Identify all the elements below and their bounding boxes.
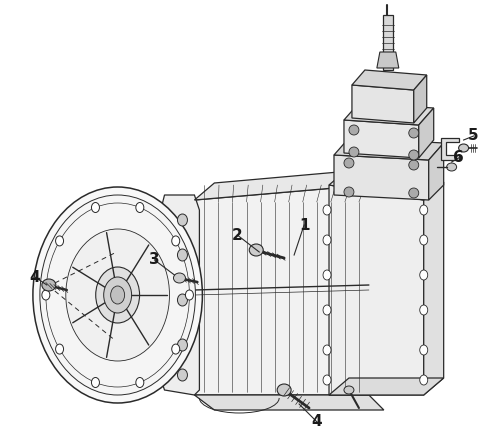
Ellipse shape bbox=[323, 205, 331, 215]
Ellipse shape bbox=[323, 235, 331, 245]
Polygon shape bbox=[344, 120, 419, 158]
Ellipse shape bbox=[92, 377, 99, 388]
Ellipse shape bbox=[420, 235, 428, 245]
Ellipse shape bbox=[92, 202, 99, 213]
Ellipse shape bbox=[323, 375, 331, 385]
Ellipse shape bbox=[409, 188, 419, 198]
Text: 4: 4 bbox=[30, 269, 40, 284]
Ellipse shape bbox=[420, 205, 428, 215]
Ellipse shape bbox=[344, 386, 354, 394]
Ellipse shape bbox=[178, 369, 187, 381]
Ellipse shape bbox=[349, 147, 359, 157]
Ellipse shape bbox=[136, 377, 144, 388]
Ellipse shape bbox=[349, 125, 359, 135]
Ellipse shape bbox=[420, 305, 428, 315]
Polygon shape bbox=[344, 103, 434, 125]
Ellipse shape bbox=[33, 187, 203, 403]
Polygon shape bbox=[155, 195, 199, 395]
Text: 6: 6 bbox=[453, 150, 464, 165]
Ellipse shape bbox=[111, 286, 125, 304]
Ellipse shape bbox=[420, 375, 428, 385]
Ellipse shape bbox=[323, 345, 331, 355]
Polygon shape bbox=[383, 15, 393, 70]
Ellipse shape bbox=[178, 294, 187, 306]
Text: 2: 2 bbox=[232, 228, 243, 243]
Ellipse shape bbox=[104, 277, 132, 313]
Text: 4: 4 bbox=[312, 415, 323, 430]
Polygon shape bbox=[329, 168, 444, 200]
Ellipse shape bbox=[344, 187, 354, 197]
Polygon shape bbox=[194, 185, 369, 395]
Ellipse shape bbox=[172, 344, 180, 354]
Polygon shape bbox=[352, 85, 414, 123]
Ellipse shape bbox=[420, 345, 428, 355]
Polygon shape bbox=[441, 138, 458, 160]
Polygon shape bbox=[194, 168, 384, 200]
Polygon shape bbox=[352, 70, 427, 90]
Ellipse shape bbox=[323, 305, 331, 315]
Ellipse shape bbox=[249, 244, 263, 256]
Ellipse shape bbox=[173, 273, 185, 283]
Ellipse shape bbox=[42, 290, 50, 300]
Ellipse shape bbox=[42, 279, 56, 291]
Ellipse shape bbox=[66, 229, 169, 361]
Ellipse shape bbox=[323, 270, 331, 280]
Ellipse shape bbox=[447, 163, 456, 171]
Polygon shape bbox=[414, 75, 427, 123]
Ellipse shape bbox=[178, 249, 187, 261]
Ellipse shape bbox=[185, 290, 193, 300]
Text: 3: 3 bbox=[149, 253, 160, 268]
Text: 1: 1 bbox=[299, 217, 309, 232]
Ellipse shape bbox=[40, 195, 195, 395]
Ellipse shape bbox=[420, 270, 428, 280]
Polygon shape bbox=[329, 185, 424, 395]
Ellipse shape bbox=[136, 202, 144, 213]
Ellipse shape bbox=[172, 236, 180, 246]
Polygon shape bbox=[419, 108, 434, 158]
Ellipse shape bbox=[56, 236, 63, 246]
Ellipse shape bbox=[277, 384, 291, 396]
Ellipse shape bbox=[409, 128, 419, 138]
Ellipse shape bbox=[56, 344, 63, 354]
Ellipse shape bbox=[458, 144, 468, 152]
Polygon shape bbox=[329, 378, 444, 395]
Polygon shape bbox=[334, 138, 444, 160]
Polygon shape bbox=[424, 182, 444, 395]
Polygon shape bbox=[194, 395, 384, 410]
Ellipse shape bbox=[96, 267, 140, 323]
Ellipse shape bbox=[178, 339, 187, 351]
Ellipse shape bbox=[178, 214, 187, 226]
Ellipse shape bbox=[409, 150, 419, 160]
Ellipse shape bbox=[344, 158, 354, 168]
Ellipse shape bbox=[409, 160, 419, 170]
Text: 5: 5 bbox=[468, 128, 479, 143]
Polygon shape bbox=[429, 143, 444, 200]
Polygon shape bbox=[377, 52, 399, 68]
Polygon shape bbox=[334, 155, 429, 200]
